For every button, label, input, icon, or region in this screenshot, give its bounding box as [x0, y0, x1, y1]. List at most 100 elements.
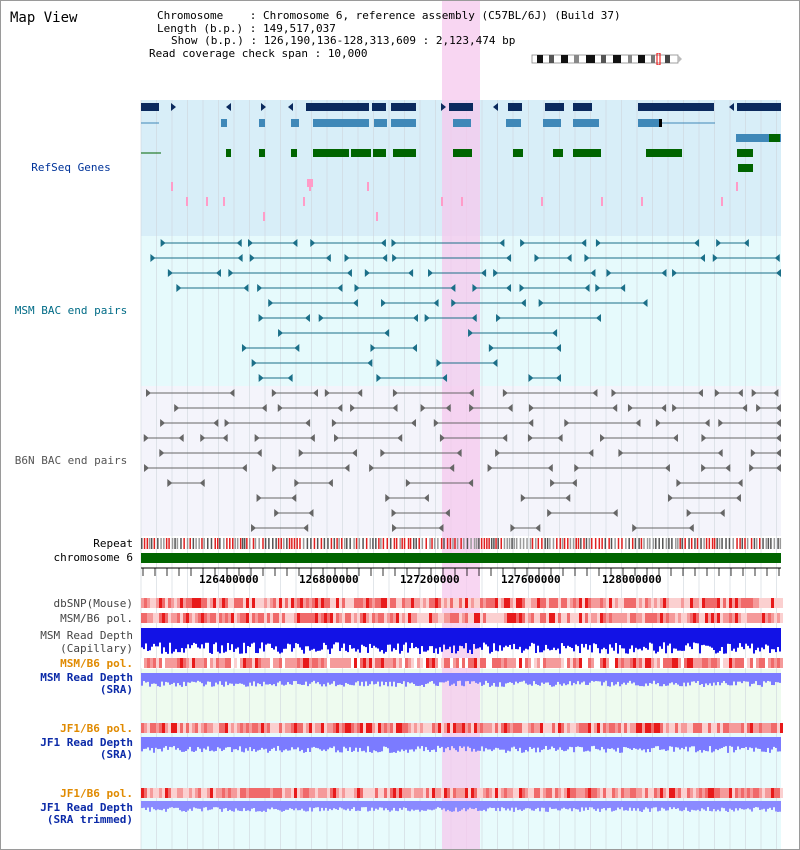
- heat-strip: [192, 598, 195, 608]
- heat-strip: [528, 613, 531, 623]
- heat-strip: [492, 598, 495, 608]
- heat-strip: [459, 658, 462, 668]
- heat-strip: [360, 598, 363, 608]
- heat-strip: [687, 658, 690, 668]
- heat-strip: [420, 723, 423, 733]
- heat-strip: [444, 598, 447, 608]
- heat-strip: [711, 598, 714, 608]
- jf1-depth-2-label[interactable]: JF1 Read Depth (SRA trimmed): [40, 802, 133, 826]
- heat-strip: [537, 598, 540, 608]
- depth-bar: [261, 737, 263, 748]
- heat-strip: [156, 598, 159, 608]
- depth-bar: [633, 628, 635, 653]
- repeat-track-label[interactable]: Repeat: [93, 537, 133, 550]
- heat-strip: [696, 658, 699, 668]
- msm-bac-track-label[interactable]: MSM BAC end pairs: [14, 304, 128, 317]
- depth-bar: [561, 737, 563, 750]
- jf1-b6-pol-2-label[interactable]: JF1/B6 pol.: [60, 787, 133, 800]
- heat-strip: [651, 788, 654, 798]
- heat-strip: [594, 723, 597, 733]
- depth-bar: [207, 628, 209, 643]
- depth-bar: [555, 737, 557, 751]
- depth-bar: [619, 737, 621, 753]
- repeat-element: [433, 538, 436, 549]
- depth-bar: [213, 737, 215, 752]
- heat-strip: [318, 788, 321, 798]
- depth-bar: [235, 673, 237, 684]
- bac-end: [380, 239, 386, 247]
- depth-bar: [181, 801, 183, 812]
- heat-strip: [432, 658, 435, 668]
- heat-strip: [285, 658, 288, 668]
- jf1-depth-1-label[interactable]: JF1 Read Depth (SRA): [40, 737, 133, 761]
- chromosome-track-label[interactable]: chromosome 6: [53, 551, 133, 564]
- bac-end: [776, 449, 781, 457]
- repeat-element: [668, 538, 670, 549]
- heat-strip: [294, 788, 297, 798]
- heat-strip: [420, 658, 423, 668]
- msm-b6-pol-sra-label[interactable]: MSM/B6 pol.: [60, 657, 133, 670]
- depth-bar: [567, 801, 569, 810]
- heat-strip: [438, 613, 441, 623]
- msm-b6-pol-track-label[interactable]: MSM/B6 pol.: [60, 612, 133, 625]
- repeat-element: [511, 538, 513, 549]
- bac-end: [392, 254, 398, 262]
- depth-bar: [773, 673, 775, 686]
- depth-bar: [723, 801, 725, 809]
- depth-bar: [441, 801, 443, 810]
- depth-bar: [175, 737, 177, 750]
- depth-bar: [361, 737, 363, 752]
- depth-bar: [437, 801, 439, 808]
- depth-bar: [145, 628, 147, 644]
- depth-bar: [311, 673, 313, 683]
- heat-strip: [621, 723, 624, 733]
- heat-strip: [501, 598, 504, 608]
- heat-strip: [639, 658, 642, 668]
- chromosome-ideogram[interactable]: [531, 53, 683, 65]
- heat-strip: [621, 658, 624, 668]
- depth-bar: [675, 737, 677, 748]
- depth-bar: [325, 673, 327, 687]
- depth-bar: [681, 737, 683, 748]
- jf1-b6-pol-1-label[interactable]: JF1/B6 pol.: [60, 722, 133, 735]
- depth-bar: [483, 673, 485, 685]
- b6n-bac-track-label[interactable]: B6N BAC end pairs: [14, 454, 128, 467]
- heat-strip: [516, 723, 519, 733]
- repeat-element: [486, 538, 488, 549]
- msm-depth-capillary-label[interactable]: MSM Read Depth (Capillary): [40, 629, 133, 655]
- depth-bar: [319, 628, 321, 651]
- heat-strip: [510, 788, 513, 798]
- heat-strip: [432, 723, 435, 733]
- bac-end: [502, 434, 508, 442]
- depth-bar: [179, 801, 181, 811]
- depth-bar: [747, 737, 749, 750]
- heat-strip: [630, 613, 633, 623]
- depth-bar: [633, 801, 635, 809]
- repeat-element: [470, 538, 472, 549]
- depth-bar: [421, 737, 423, 747]
- heat-strip: [747, 658, 750, 668]
- depth-bar: [769, 801, 771, 808]
- heat-strip: [468, 598, 471, 608]
- depth-bar: [357, 801, 359, 811]
- repeat-element: [143, 538, 146, 549]
- depth-bar: [323, 801, 325, 811]
- heat-strip: [531, 788, 534, 798]
- depth-bar: [173, 737, 175, 747]
- heat-strip: [567, 788, 570, 798]
- heat-strip: [780, 598, 783, 608]
- msm-depth-sra-label[interactable]: MSM Read Depth (SRA): [40, 672, 133, 696]
- dbsnp-track-label[interactable]: dbSNP(Mouse): [53, 597, 133, 610]
- depth-bar: [509, 801, 511, 811]
- repeat-element: [506, 538, 509, 549]
- heat-strip: [669, 598, 672, 608]
- depth-bar: [529, 628, 531, 647]
- depth-bar: [759, 673, 761, 686]
- heat-strip: [633, 658, 636, 668]
- repeat-element: [762, 538, 764, 549]
- refseq-track-label[interactable]: RefSeq Genes: [31, 161, 111, 174]
- depth-bar: [245, 673, 247, 687]
- repeat-element: [529, 538, 532, 549]
- heat-strip: [195, 723, 198, 733]
